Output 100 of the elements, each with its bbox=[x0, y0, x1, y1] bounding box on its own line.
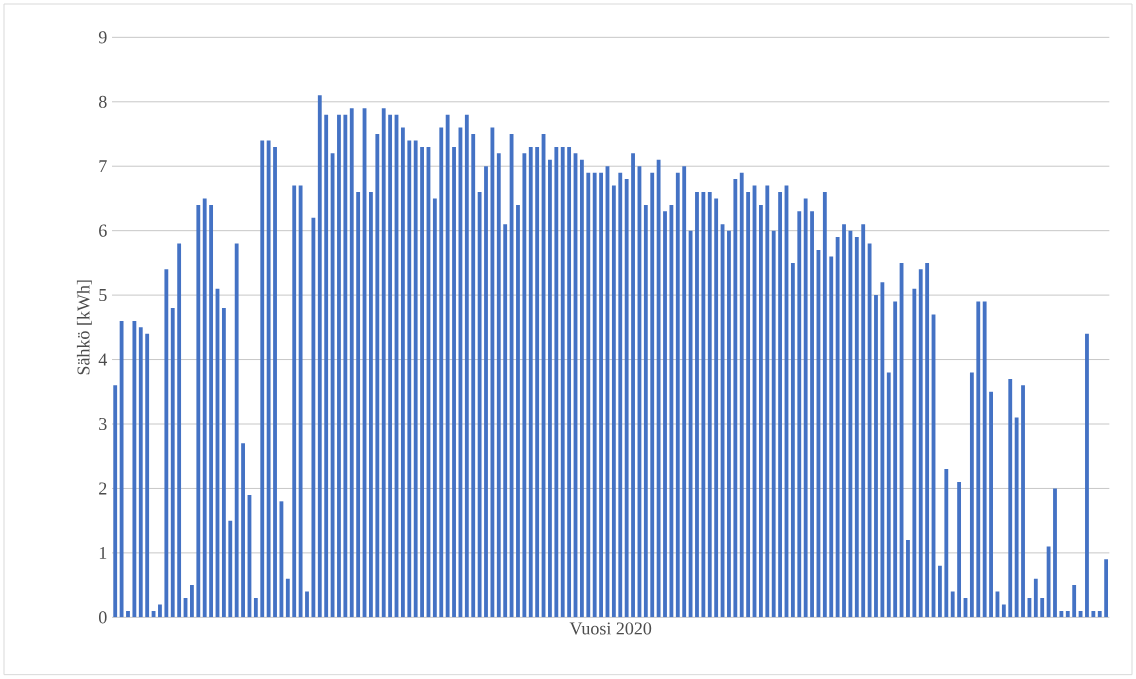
bar bbox=[145, 333, 150, 618]
bar bbox=[618, 172, 623, 618]
bar bbox=[221, 308, 226, 618]
bar bbox=[848, 230, 853, 618]
bar bbox=[349, 108, 354, 618]
bar bbox=[829, 256, 834, 618]
y-tick-label: 3 bbox=[99, 418, 107, 431]
bar bbox=[228, 520, 233, 618]
y-tick-label: 6 bbox=[99, 224, 107, 237]
bar bbox=[170, 308, 175, 618]
bar bbox=[516, 205, 520, 618]
x-axis-title: Vuosi 2020 bbox=[569, 622, 652, 635]
bar bbox=[1008, 379, 1013, 618]
bar bbox=[624, 179, 629, 618]
bar bbox=[375, 134, 380, 618]
bar bbox=[317, 95, 322, 618]
bar bbox=[874, 295, 878, 618]
y-tick-label: 1 bbox=[99, 547, 107, 559]
bar bbox=[420, 147, 424, 618]
bar bbox=[701, 192, 706, 618]
bar bbox=[503, 224, 508, 618]
bar bbox=[400, 127, 405, 618]
y-tick-label: 9 bbox=[98, 31, 107, 44]
bar bbox=[944, 469, 949, 618]
bar bbox=[682, 166, 687, 618]
bar bbox=[886, 372, 891, 618]
bar bbox=[554, 147, 559, 618]
y-tick-label: 2 bbox=[99, 482, 107, 495]
bar bbox=[471, 134, 476, 618]
bar bbox=[631, 153, 635, 618]
bar bbox=[797, 211, 802, 618]
bar bbox=[695, 192, 699, 618]
bar bbox=[758, 205, 763, 618]
bar bbox=[464, 114, 469, 618]
bar bbox=[867, 243, 872, 618]
bar bbox=[976, 301, 981, 618]
bar bbox=[656, 159, 661, 618]
bar bbox=[822, 192, 827, 618]
bar bbox=[906, 540, 910, 618]
bar bbox=[707, 192, 712, 618]
bar bbox=[918, 269, 923, 618]
bar bbox=[234, 243, 239, 618]
bar bbox=[592, 172, 597, 618]
bar bbox=[305, 591, 309, 618]
bar bbox=[835, 237, 840, 618]
bar bbox=[663, 211, 667, 618]
bar bbox=[1072, 585, 1077, 618]
bar bbox=[119, 321, 124, 618]
bar bbox=[177, 243, 182, 618]
bar bbox=[1065, 611, 1070, 618]
bar bbox=[880, 282, 885, 618]
bar bbox=[842, 224, 846, 618]
bar bbox=[209, 205, 214, 618]
bar bbox=[432, 198, 437, 618]
y-axis-title: Sähkö [kWh] bbox=[76, 280, 92, 375]
y-tick-label: 7 bbox=[99, 160, 107, 173]
bar bbox=[727, 230, 731, 618]
bar bbox=[356, 192, 361, 618]
bar bbox=[407, 140, 412, 618]
bar bbox=[1104, 559, 1109, 618]
bar bbox=[381, 108, 386, 618]
bar bbox=[982, 301, 987, 618]
bar bbox=[298, 185, 303, 618]
bar bbox=[138, 327, 143, 618]
bar bbox=[324, 114, 329, 618]
bar bbox=[643, 205, 648, 618]
bar bbox=[790, 263, 795, 618]
bar bbox=[413, 140, 418, 618]
bar bbox=[560, 147, 565, 618]
bar bbox=[292, 185, 297, 618]
bar bbox=[925, 263, 930, 618]
bar bbox=[579, 159, 584, 618]
bar bbox=[803, 198, 808, 618]
bar bbox=[611, 185, 616, 618]
bar bbox=[273, 147, 277, 618]
bar bbox=[739, 172, 744, 618]
bar bbox=[912, 288, 917, 618]
bar bbox=[253, 598, 258, 618]
bar bbox=[1085, 333, 1089, 618]
bar bbox=[1053, 488, 1057, 618]
bar bbox=[369, 192, 373, 618]
bar bbox=[778, 192, 783, 618]
bar bbox=[1014, 417, 1019, 618]
y-tick-label: 8 bbox=[98, 95, 107, 109]
bar bbox=[586, 172, 591, 618]
bar bbox=[957, 482, 962, 618]
bar bbox=[810, 211, 814, 618]
bar bbox=[599, 172, 603, 618]
bar bbox=[496, 153, 501, 618]
bar bbox=[861, 224, 866, 618]
bar bbox=[490, 127, 495, 618]
bar bbox=[484, 166, 488, 618]
bar bbox=[1021, 385, 1025, 618]
bar bbox=[388, 114, 393, 618]
bar bbox=[675, 172, 680, 618]
bar bbox=[132, 321, 137, 618]
bar bbox=[669, 205, 674, 618]
y-tick-label: 0 bbox=[98, 611, 107, 624]
bar bbox=[989, 391, 993, 618]
bar bbox=[771, 230, 776, 618]
